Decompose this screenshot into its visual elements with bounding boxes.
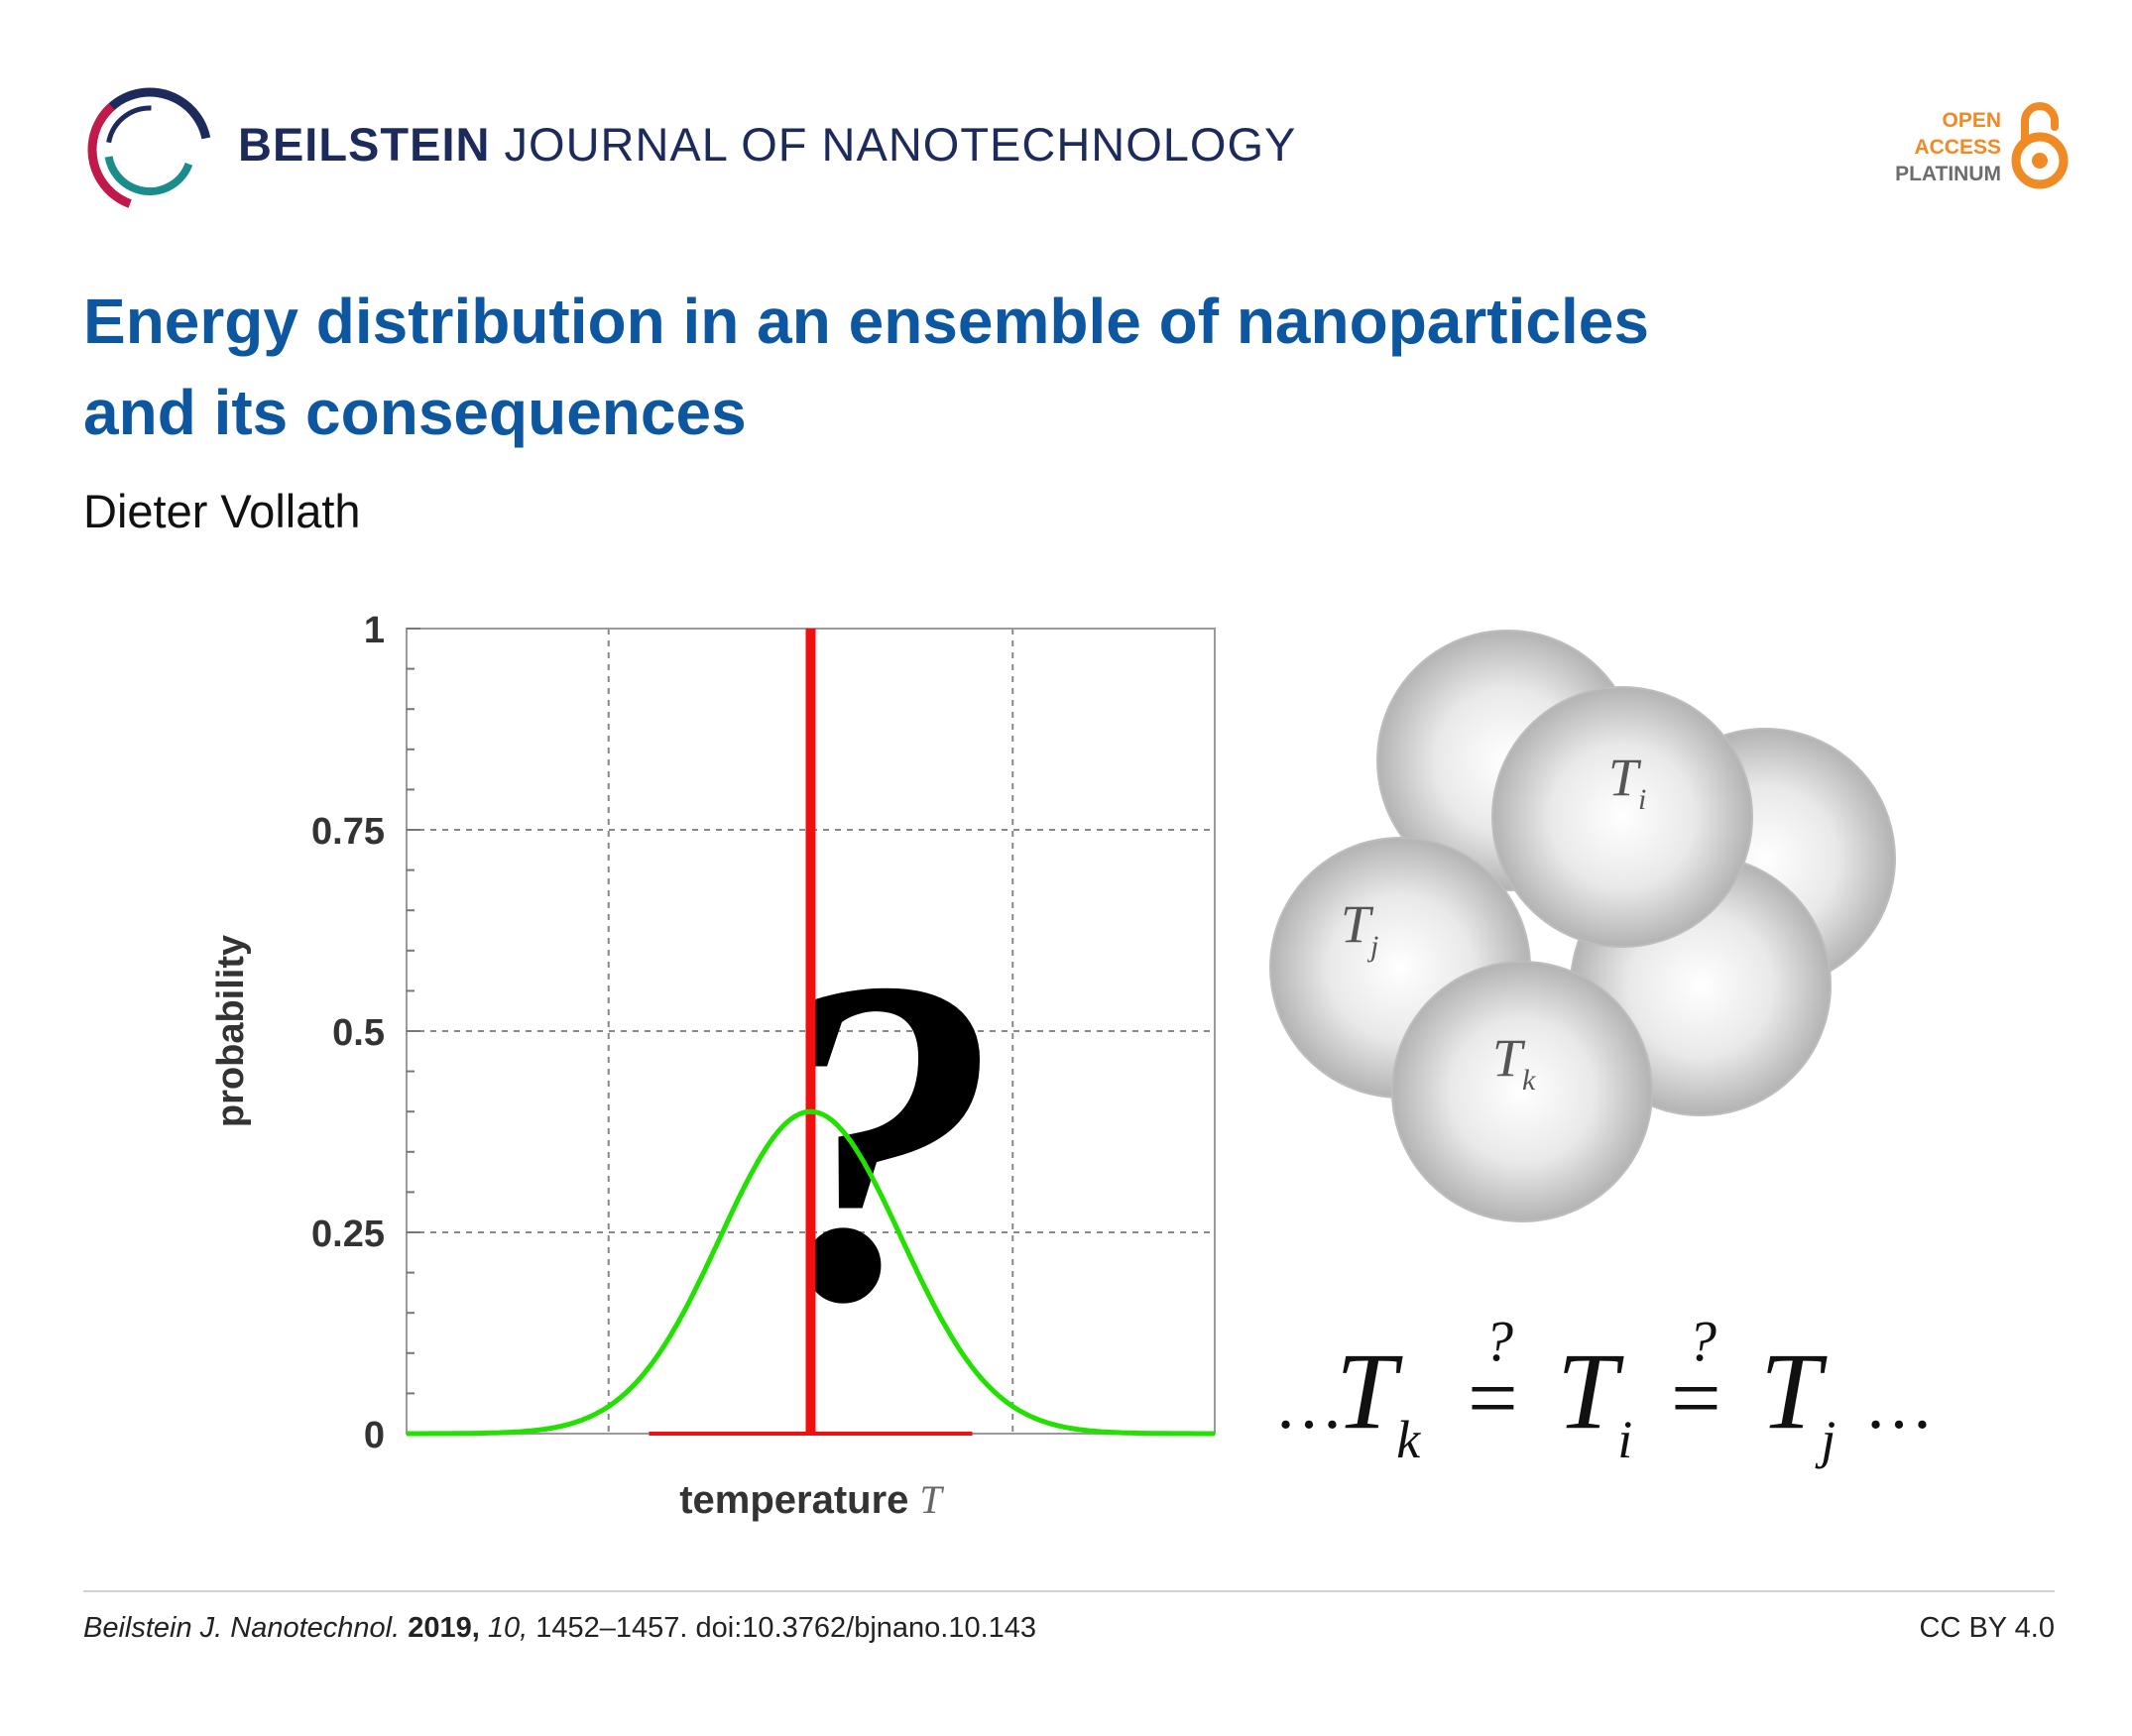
title-line-1: Energy distribution in an ensemble of na… — [83, 286, 1649, 357]
beilstein-logo-icon — [87, 87, 212, 212]
journal-name-bold: BEILSTEIN — [238, 118, 491, 171]
title-line-2: and its consequences — [83, 377, 747, 448]
y-tick-label: 0 — [364, 1415, 385, 1456]
open-access-badge: OPEN ACCESS PLATINUM — [1895, 107, 2001, 187]
journal-name-rest: JOURNAL OF NANOTECHNOLOGY — [504, 118, 1297, 171]
y-tick-label: 1 — [364, 610, 385, 651]
x-axis-label: temperature T — [679, 1477, 944, 1522]
oa-line-platinum: PLATINUM — [1895, 163, 2001, 185]
citation-year: 2019, — [408, 1612, 480, 1644]
equation-question-1: ? — [1484, 1309, 1513, 1373]
y-tick-label: 0.25 — [311, 1214, 385, 1255]
article-title: Energy distribution in an ensemble of na… — [83, 276, 1967, 458]
equation-term-k: Tk — [1336, 1331, 1421, 1469]
citation-volume: 10, — [487, 1612, 529, 1644]
temperature-equation: … Tk = ? Ti = ? Tj … — [1274, 1309, 1934, 1469]
y-tick-label: 0.75 — [311, 811, 385, 853]
y-tick-label: 0.5 — [332, 1012, 385, 1054]
citation-journal: Beilstein J. Nanotechnol. — [83, 1612, 401, 1644]
journal-name: BEILSTEIN JOURNAL OF NANOTECHNOLOGY — [238, 117, 1296, 172]
equation-relation-2: = — [1671, 1349, 1721, 1447]
probability-chart: 0 0.25 0.5 0.75 1 ? probability temperature … — [210, 610, 1216, 1522]
equation-term-i: Ti — [1557, 1331, 1632, 1469]
license-label: CC BY 4.0 — [1919, 1612, 2055, 1644]
y-axis-label: probability — [210, 935, 252, 1127]
sphere-label-k: Tk — [1492, 1028, 1536, 1097]
sphere-k — [1391, 961, 1653, 1222]
equation-trail: … — [1864, 1367, 1934, 1444]
open-lock-icon — [2011, 102, 2069, 189]
gaussian-distribution-curve — [407, 1108, 1215, 1437]
equation-lead: … — [1274, 1367, 1344, 1444]
equation-relation-1: = — [1468, 1349, 1518, 1447]
nanoparticle-cluster: Ti Tj Tk — [1269, 630, 1896, 1222]
oa-line-open: OPEN — [1942, 109, 2001, 132]
oa-line-access: ACCESS — [1914, 136, 2001, 159]
sphere-label-i: Ti — [1608, 748, 1646, 816]
x-axis-label-symbol: T — [920, 1477, 945, 1522]
equation-question-2: ? — [1688, 1309, 1717, 1373]
sphere-i — [1491, 686, 1753, 948]
equation-term-j: Tj — [1760, 1331, 1836, 1469]
sphere-label-j: Tj — [1341, 894, 1378, 963]
citation: Beilstein J. Nanotechnol. 2019, 10, 1452… — [83, 1612, 1036, 1645]
citation-pages-doi: 1452–1457. doi:10.3762/bjnano.10.143 — [535, 1612, 1037, 1644]
x-axis-label-text: temperature — [679, 1478, 908, 1522]
footer-divider — [83, 1590, 2055, 1592]
article-author: Dieter Vollath — [83, 485, 361, 537]
question-mark-overlay: ? — [764, 881, 997, 1398]
